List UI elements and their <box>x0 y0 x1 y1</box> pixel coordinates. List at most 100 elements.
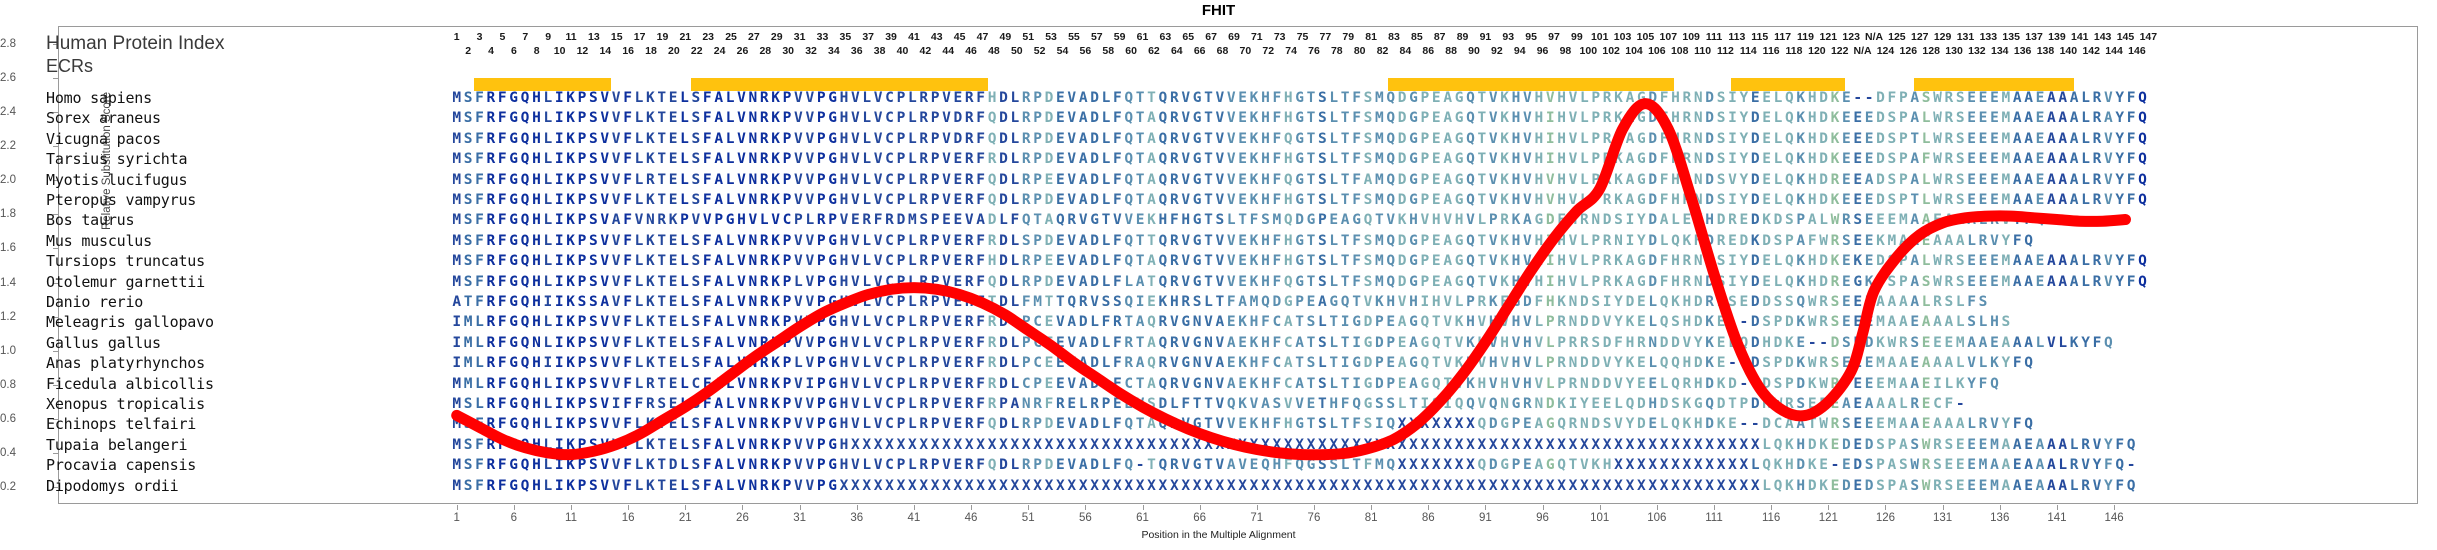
top-position-number: 127 <box>1910 31 1929 43</box>
top-position-number: 33 <box>816 31 829 43</box>
x-tick-label: 41 <box>907 512 921 524</box>
y-tick-mark <box>53 248 58 250</box>
y-tick-label: 1.8 <box>0 208 16 221</box>
top-position-number: 48 <box>988 45 1000 57</box>
x-tick-label: 141 <box>2047 512 2067 524</box>
top-position-number: 81 <box>1365 31 1377 43</box>
x-tick-mark <box>742 505 744 510</box>
top-position-number: 74 <box>1285 45 1297 57</box>
top-position-number: 12 <box>576 45 589 57</box>
x-tick-mark <box>1656 505 1658 510</box>
x-tick-mark <box>628 505 630 510</box>
x-tick-label: 136 <box>1990 512 2010 524</box>
top-position-number: 115 <box>1751 31 1769 43</box>
top-position-number: 13 <box>588 31 600 43</box>
x-tick-mark <box>513 505 515 510</box>
y-tick-label: 0.8 <box>0 378 16 391</box>
top-position-number: 58 <box>1102 45 1115 57</box>
top-position-number: 31 <box>793 31 806 43</box>
top-position-number: 73 <box>1273 31 1286 43</box>
y-tick-mark <box>53 316 58 318</box>
x-tick-label: 71 <box>1250 512 1264 524</box>
top-position-number: 135 <box>2002 31 2020 43</box>
top-position-number: 63 <box>1159 31 1172 43</box>
top-position-number: 114 <box>1739 45 1757 57</box>
top-position-number: 129 <box>1933 31 1952 43</box>
species-label: Gallus gallus <box>46 333 161 352</box>
top-position-number: 51 <box>1022 31 1035 43</box>
top-position-number: 107 <box>1659 31 1678 43</box>
species-label: Mus musculus <box>46 231 152 250</box>
y-tick-mark <box>53 44 58 46</box>
y-tick-label: 0.2 <box>0 480 16 493</box>
top-position-number: 132 <box>1968 45 1986 57</box>
species-label: Sorex araneus <box>46 109 161 128</box>
top-position-number: 11 <box>565 31 577 43</box>
top-position-number: 99 <box>1571 31 1583 43</box>
top-position-number: 64 <box>1170 45 1183 57</box>
x-tick-mark <box>1371 505 1373 510</box>
x-tick-mark <box>685 505 687 510</box>
top-position-number: 77 <box>1319 31 1332 43</box>
top-position-number: 124 <box>1876 45 1895 57</box>
top-position-number: 117 <box>1774 31 1792 43</box>
top-position-number: 95 <box>1525 31 1537 43</box>
x-tick-label: 86 <box>1421 512 1435 524</box>
top-position-number: 5 <box>499 31 506 43</box>
x-tick-label: 36 <box>850 512 864 524</box>
top-position-number: 136 <box>2013 45 2032 57</box>
species-label: Dipodomys ordii <box>46 476 179 495</box>
top-position-number: 19 <box>656 31 669 43</box>
species-label: Meleagris gallopavo <box>46 313 214 332</box>
top-position-number: 40 <box>896 45 909 57</box>
top-position-number: 128 <box>1922 45 1940 57</box>
x-tick-label: 116 <box>1761 512 1781 524</box>
top-position-number: 103 <box>1613 31 1632 43</box>
top-position-number: 42 <box>919 45 932 57</box>
y-tick-label: 2.2 <box>0 140 16 153</box>
top-position-number: 56 <box>1079 45 1092 57</box>
x-tick-mark <box>1771 505 1773 510</box>
x-tick-mark <box>1885 505 1887 510</box>
top-position-number: 108 <box>1670 45 1689 57</box>
x-tick-mark <box>1256 505 1258 510</box>
top-position-number: 34 <box>828 45 840 57</box>
top-position-number: 143 <box>2093 31 2112 43</box>
top-position-number: 93 <box>1502 31 1515 43</box>
top-position-number: 66 <box>1193 45 1206 57</box>
top-position-number: 14 <box>599 45 612 57</box>
x-tick-mark <box>1714 505 1715 510</box>
x-tick-mark <box>1028 505 1030 510</box>
top-position-number: 110 <box>1694 45 1712 57</box>
top-position-number: 94 <box>1513 45 1526 57</box>
top-position-number: 102 <box>1602 45 1620 57</box>
top-position-number: 1 <box>453 31 460 43</box>
y-tick-label: 2.4 <box>0 106 16 119</box>
x-tick-label: 16 <box>621 512 635 524</box>
species-label: Homo sapiens <box>46 89 152 107</box>
x-axis-label: Position in the Multiple Alignment <box>1141 529 1296 541</box>
ecr-bar <box>1388 78 1674 91</box>
top-position-number: 50 <box>1010 45 1023 57</box>
ecr-bar <box>1731 78 1846 91</box>
x-tick-mark <box>1428 505 1430 510</box>
ecr-bar <box>691 78 989 91</box>
top-position-number: 7 <box>522 31 529 43</box>
top-position-number: 125 <box>1888 31 1906 43</box>
species-label: Ficedula albicollis <box>46 374 214 393</box>
top-position-number: 2 <box>465 45 472 57</box>
top-position-number: 78 <box>1330 45 1343 57</box>
y-tick-mark <box>53 78 58 80</box>
top-position-number: 47 <box>976 31 989 43</box>
top-position-number: 16 <box>622 45 634 57</box>
x-tick-label: 126 <box>1875 512 1896 524</box>
top-position-number: 72 <box>1262 45 1275 57</box>
top-position-number: 69 <box>1228 31 1240 43</box>
top-position-number: 122 <box>1830 45 1849 57</box>
top-position-number: 119 <box>1796 31 1814 43</box>
y-tick-mark <box>53 146 58 148</box>
